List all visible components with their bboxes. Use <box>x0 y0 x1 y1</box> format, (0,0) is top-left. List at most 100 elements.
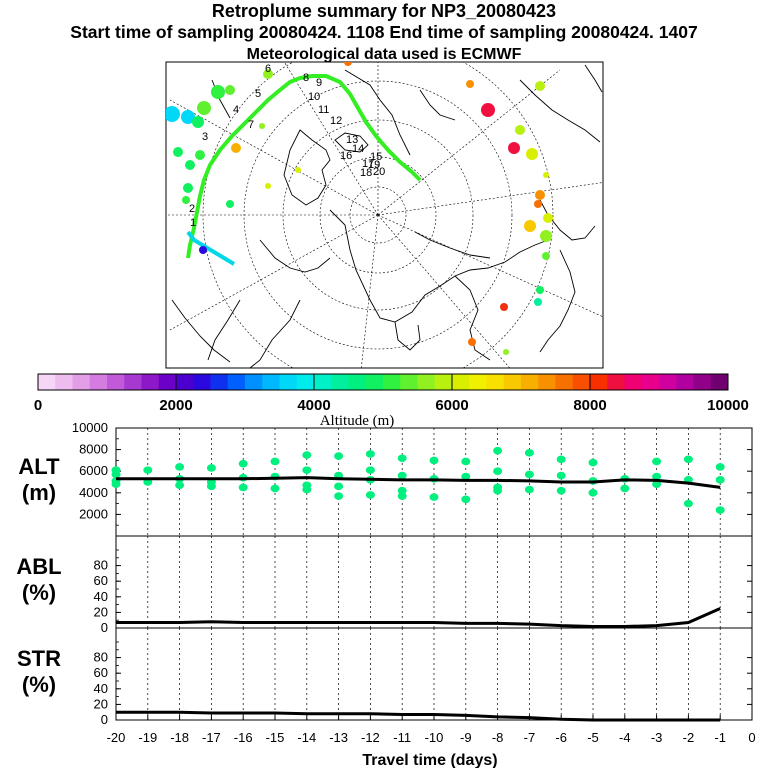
colorbar-cell <box>452 374 470 390</box>
colorbar-cell <box>89 374 108 390</box>
track-label: 16 <box>340 150 352 162</box>
track-label: 10 <box>308 91 320 103</box>
cluster-blobs <box>166 62 553 355</box>
colorbar-cell <box>365 374 384 390</box>
x-tick-label: -13 <box>329 730 348 745</box>
track-label: 18 <box>360 167 372 179</box>
altitude-point <box>493 467 503 476</box>
colorbar-label: Altitude (m) <box>320 413 395 429</box>
track-label: 17 <box>362 158 374 170</box>
y-tick-label: 40 <box>94 681 108 696</box>
colorbar-cell <box>503 374 522 390</box>
x-tick-label: -12 <box>361 730 380 745</box>
x-tick-label: -5 <box>587 730 599 745</box>
altitude-point <box>302 485 312 494</box>
altitude-point <box>652 457 662 466</box>
colorbar-cell <box>555 374 574 390</box>
altitude-point <box>683 455 693 464</box>
y-tick-label: 20 <box>94 604 108 619</box>
colorbar-cell <box>624 374 643 390</box>
altitude-point <box>588 458 598 467</box>
x-tick-label: -11 <box>393 730 411 745</box>
track-label: 13 <box>346 134 358 146</box>
x-tick-label: -3 <box>651 730 663 745</box>
altitude-point <box>652 480 662 488</box>
chart-title: Retroplume summary for NP3_20080423 <box>211 1 557 21</box>
colorbar-cell <box>710 374 729 390</box>
altitude-point <box>461 457 471 466</box>
altitude-point <box>556 486 566 495</box>
altitude-point <box>461 495 471 504</box>
altitude-point <box>206 464 216 472</box>
altitude-point <box>365 466 375 474</box>
x-tick-label: -9 <box>460 730 472 745</box>
altitude-point <box>556 471 566 480</box>
altitude-point <box>111 480 121 488</box>
y-tick-label: 80 <box>94 558 108 573</box>
altitude-point <box>270 484 280 493</box>
y-tick-label: 60 <box>94 665 108 680</box>
x-tick-label: -4 <box>619 730 631 745</box>
colorbar-cell <box>141 374 160 390</box>
altitude-point <box>524 470 534 479</box>
colorbar-cell <box>417 374 436 390</box>
colorbar-tick-label: 4000 <box>297 397 330 414</box>
panel-ylabel: (m) <box>22 480 56 505</box>
panel-alt: 10000 8000 6000 4000 2000 ALT(m) <box>18 420 753 537</box>
x-tick-label: -18 <box>170 730 189 745</box>
track-label: 12 <box>330 115 342 127</box>
x-tick-label: -1 <box>714 730 726 745</box>
track-label: 19 <box>368 159 380 171</box>
altitude-point <box>238 459 248 468</box>
y-tick-label: 8000 <box>79 442 108 457</box>
panel-ylabel: ABL <box>16 554 61 579</box>
y-tick-label: 4000 <box>79 485 108 500</box>
colorbar-cell <box>55 374 73 390</box>
altitude-point <box>397 486 407 495</box>
altitude-point <box>524 485 534 494</box>
x-tick-label: -8 <box>492 730 504 745</box>
altitude-point <box>334 482 344 491</box>
track-label: 20 <box>373 166 385 178</box>
x-tick-label: -17 <box>202 730 221 745</box>
y-tick-label: 80 <box>94 650 108 665</box>
altitude-point <box>334 492 344 500</box>
track-label: 7 <box>248 119 254 131</box>
colorbar-cell <box>245 374 263 390</box>
track-label: 14 <box>352 143 364 155</box>
x-tick-label: 0 <box>748 730 755 745</box>
altitude-point <box>524 449 534 457</box>
x-tick-label: -10 <box>425 730 444 745</box>
time-series-panels: 100008000600040002000ALT(m)806040200ABL(… <box>16 420 755 768</box>
colorbar-cell <box>659 374 677 390</box>
sampling-time-subtitle: Start time of sampling 20080424. 1108 En… <box>70 22 698 42</box>
y-tick-label: 40 <box>94 589 108 604</box>
x-tick-label: -6 <box>555 730 567 745</box>
altitude-point <box>365 450 375 458</box>
track-label: 9 <box>316 77 322 89</box>
colorbar-tick-label: 0 <box>34 397 42 414</box>
altitude-point <box>652 472 662 481</box>
colorbar-cell <box>572 374 591 390</box>
colorbar-cell <box>538 374 556 390</box>
altitude-point <box>143 466 153 474</box>
x-tick-label: -2 <box>683 730 695 745</box>
altitude-point <box>206 482 216 491</box>
colorbar-cell <box>486 374 505 390</box>
colorbar-cell <box>607 374 625 390</box>
altitude-point <box>715 506 725 514</box>
altitude-point <box>397 471 407 480</box>
altitude-point <box>493 446 503 455</box>
trajectory-track <box>186 74 422 259</box>
x-tick-label: -14 <box>297 730 316 745</box>
colorbar-cell <box>124 374 142 390</box>
altitude-point <box>556 455 566 464</box>
colorbar-cell <box>158 374 177 390</box>
colorbar-tick-label: 6000 <box>435 397 468 414</box>
x-tick-label: -15 <box>266 730 285 745</box>
trajectory-track-tail <box>186 230 236 266</box>
track-label: 15 <box>370 151 382 163</box>
